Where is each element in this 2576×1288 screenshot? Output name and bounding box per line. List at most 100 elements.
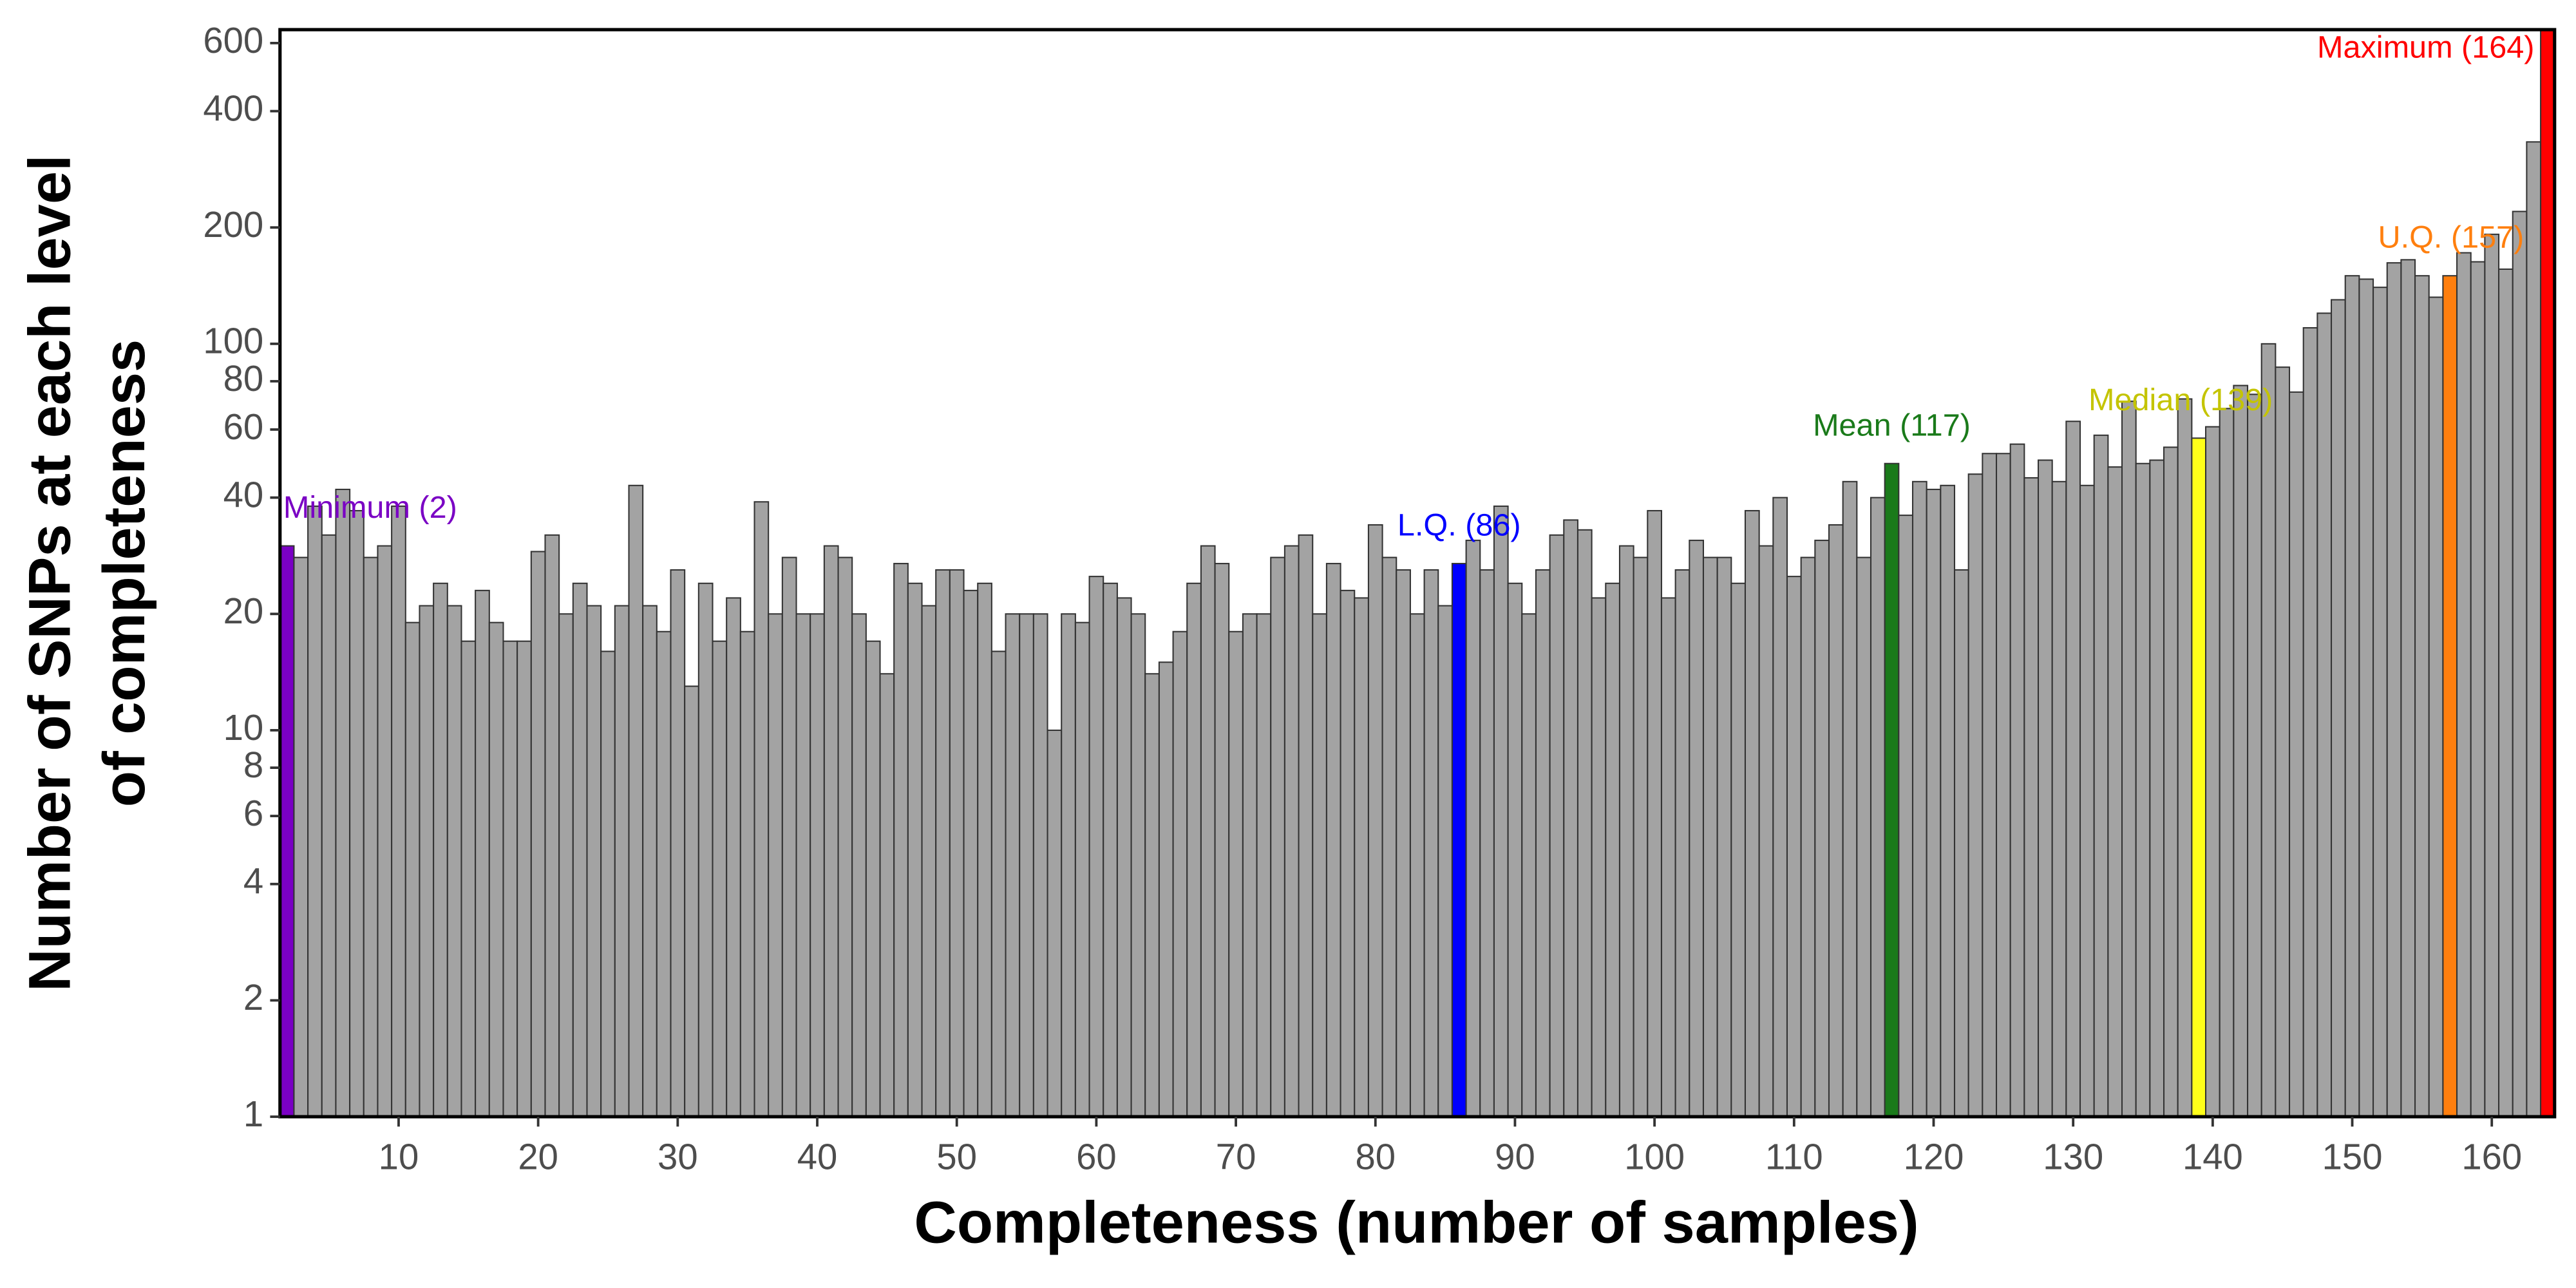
bar bbox=[2093, 434, 2109, 1118]
bar bbox=[726, 597, 741, 1118]
bar bbox=[1660, 597, 1676, 1118]
bar bbox=[1325, 563, 1341, 1118]
bar bbox=[2386, 262, 2402, 1118]
y-axis-title: of completeness bbox=[91, 339, 157, 807]
bar bbox=[2149, 459, 2165, 1118]
y-tick-label: 40 bbox=[223, 475, 264, 515]
bar bbox=[2135, 462, 2151, 1118]
bar bbox=[656, 630, 672, 1118]
bar bbox=[2051, 480, 2067, 1118]
bar bbox=[1130, 613, 1146, 1118]
bar bbox=[2275, 366, 2291, 1118]
bar bbox=[1144, 673, 1160, 1118]
annotation: Minimum (2) bbox=[283, 490, 457, 525]
y-tick-label: 600 bbox=[203, 20, 263, 61]
bar bbox=[684, 685, 699, 1118]
bar bbox=[1088, 576, 1104, 1118]
bar bbox=[2191, 437, 2207, 1118]
bar bbox=[446, 605, 462, 1118]
bar bbox=[1758, 545, 1774, 1118]
x-tick-label: 60 bbox=[1076, 1136, 1117, 1177]
bar bbox=[1953, 569, 1969, 1118]
x-tick-label: 20 bbox=[518, 1136, 558, 1177]
bar bbox=[1730, 582, 1747, 1118]
y-tick-label: 400 bbox=[203, 88, 263, 128]
bar bbox=[1618, 545, 1634, 1118]
bar bbox=[1354, 597, 1369, 1118]
x-tick-label: 110 bbox=[1765, 1136, 1823, 1177]
bar bbox=[1856, 556, 1872, 1118]
bar bbox=[1549, 534, 1565, 1118]
bar bbox=[837, 556, 853, 1118]
bar bbox=[363, 556, 379, 1118]
bar bbox=[502, 640, 518, 1118]
bar bbox=[1103, 582, 1118, 1118]
bar bbox=[1800, 556, 1816, 1118]
bar bbox=[697, 582, 714, 1118]
y-tick-label: 80 bbox=[223, 358, 264, 399]
bar bbox=[628, 484, 644, 1118]
x-tick-label: 10 bbox=[379, 1136, 419, 1177]
bar bbox=[335, 488, 351, 1118]
bar bbox=[1451, 563, 1467, 1118]
x-tick-label: 130 bbox=[2043, 1136, 2103, 1177]
bar bbox=[768, 613, 783, 1118]
annotation: Median (139) bbox=[2088, 383, 2273, 417]
bar bbox=[1228, 630, 1244, 1118]
bar bbox=[977, 582, 992, 1118]
bar bbox=[1702, 556, 1718, 1118]
bar bbox=[1898, 515, 1914, 1118]
bar bbox=[572, 582, 588, 1118]
y-axis-title: Number of SNPs at each level bbox=[17, 155, 83, 992]
bar bbox=[1479, 569, 1495, 1118]
annotation: U.Q. (157) bbox=[2378, 220, 2524, 255]
x-tick-label: 30 bbox=[658, 1136, 698, 1177]
bar bbox=[781, 556, 797, 1118]
bar bbox=[2009, 443, 2025, 1118]
bar bbox=[1158, 661, 1174, 1118]
bar bbox=[1465, 540, 1481, 1118]
bar bbox=[990, 650, 1007, 1118]
bar bbox=[558, 613, 574, 1118]
bar bbox=[1647, 509, 1662, 1118]
bar bbox=[1312, 613, 1327, 1118]
bar bbox=[712, 640, 728, 1118]
bar bbox=[586, 605, 602, 1118]
bar bbox=[2484, 233, 2500, 1118]
bar bbox=[1256, 613, 1272, 1118]
bar bbox=[1884, 462, 1900, 1118]
bar bbox=[2247, 393, 2262, 1118]
bar bbox=[1493, 505, 1509, 1118]
bar bbox=[2037, 459, 2053, 1118]
bar bbox=[1032, 613, 1048, 1118]
bar bbox=[1061, 613, 1076, 1118]
bar bbox=[460, 640, 477, 1118]
bar bbox=[893, 563, 909, 1118]
bar bbox=[1563, 519, 1578, 1118]
y-tick-label: 1 bbox=[243, 1094, 263, 1134]
bar bbox=[2065, 421, 2081, 1118]
bar bbox=[1186, 582, 1202, 1118]
bar bbox=[2079, 484, 2095, 1118]
bar bbox=[433, 582, 448, 1118]
bar bbox=[2526, 141, 2542, 1118]
bar bbox=[1507, 582, 1523, 1118]
bar bbox=[2344, 275, 2360, 1118]
bar bbox=[1046, 729, 1063, 1118]
bar bbox=[2205, 426, 2221, 1118]
bar bbox=[1674, 569, 1690, 1118]
bar bbox=[2233, 384, 2249, 1118]
bar bbox=[2512, 211, 2528, 1118]
bar bbox=[2456, 252, 2472, 1118]
bar bbox=[1437, 605, 1453, 1118]
bar bbox=[1926, 488, 1942, 1118]
bar bbox=[963, 589, 979, 1118]
bar bbox=[1772, 497, 1788, 1118]
bar bbox=[1716, 556, 1732, 1118]
bar bbox=[2177, 398, 2193, 1118]
y-tick-label: 20 bbox=[223, 591, 264, 631]
bar bbox=[1423, 569, 1439, 1118]
bar bbox=[307, 505, 323, 1118]
y-tick-label: 60 bbox=[223, 406, 264, 447]
